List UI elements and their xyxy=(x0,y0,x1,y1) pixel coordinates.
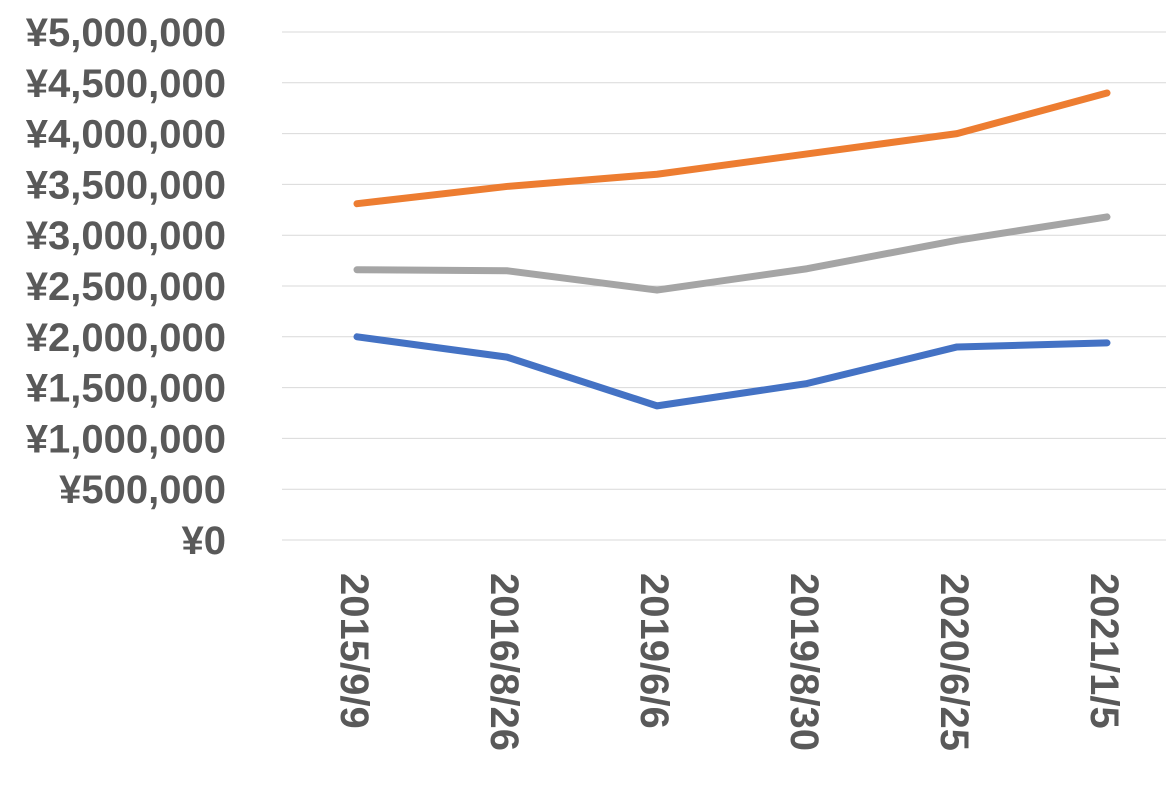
y-tick-label: ¥1,500,000 xyxy=(26,367,226,411)
x-axis-tick-labels: 2015/9/9 2016/8/26 2019/6/6 2019/8/30 2020/6… xyxy=(332,573,1126,751)
y-tick-label: ¥500,000 xyxy=(59,468,226,512)
y-tick-label: ¥4,500,000 xyxy=(26,62,226,106)
y-tick-label: ¥4,000,000 xyxy=(26,113,226,157)
y-axis-tick-labels: ¥0 ¥500,000 ¥1,000,000 ¥1,500,000 ¥2,000,000… xyxy=(26,11,226,563)
y-tick-label: ¥3,500,000 xyxy=(26,163,226,207)
y-tick-label: ¥2,500,000 xyxy=(26,265,226,309)
x-tick-label: 2021/1/5 xyxy=(1082,573,1126,729)
y-tick-label: ¥5,000,000 xyxy=(26,11,226,55)
y-tick-label: ¥1,000,000 xyxy=(26,417,226,461)
y-tick-label: ¥0 xyxy=(182,519,227,563)
series-line-3 xyxy=(353,213,1111,294)
x-tick-label: 2019/8/30 xyxy=(782,573,826,751)
x-tick-label: 2020/6/25 xyxy=(932,573,976,751)
series-line-1 xyxy=(353,333,1111,410)
series-line-2 xyxy=(353,89,1111,208)
x-tick-label: 2019/6/6 xyxy=(632,573,676,729)
y-tick-label: ¥3,000,000 xyxy=(26,214,226,258)
x-tick-label: 2015/9/9 xyxy=(332,573,376,729)
gridlines xyxy=(282,31,1166,541)
series-lines xyxy=(353,89,1111,410)
x-tick-label: 2016/8/26 xyxy=(482,573,526,751)
y-tick-label: ¥2,000,000 xyxy=(26,316,226,360)
